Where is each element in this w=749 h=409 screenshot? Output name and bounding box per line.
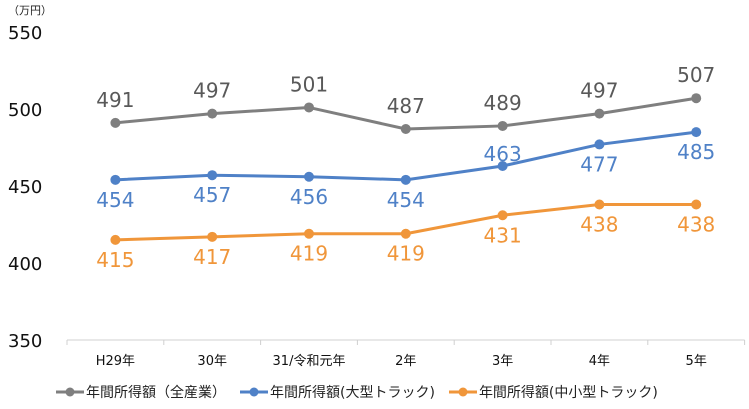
x-tick-label: 5年 [686,354,707,369]
x-tick-label: 3年 [492,354,513,369]
legend-label: 年間所得額(大型トラック) [270,385,435,401]
data-point [594,139,605,150]
y-tick-label: 400 [8,254,42,275]
data-label: 477 [580,152,618,176]
data-point [594,108,605,119]
y-tick-label: 500 [8,100,42,121]
data-label: 419 [290,242,328,266]
data-point [304,228,314,239]
data-point [497,160,508,171]
data-label: 501 [290,72,328,96]
data-label: 438 [677,212,715,236]
x-tick-label: 30年 [197,354,227,369]
y-axis-unit: （万円） [8,4,52,17]
y-tick-label: 550 [8,23,42,44]
data-point [594,199,605,210]
data-point [207,170,218,181]
x-tick-label: 31/令和元年 [273,354,346,369]
data-label: 507 [677,63,715,87]
data-point [304,171,314,182]
data-point [400,174,411,185]
legend-marker-icon [56,387,84,397]
data-label: 463 [484,142,522,166]
x-tick-label: 2年 [395,354,416,369]
data-label: 485 [677,140,715,164]
y-tick-label: 350 [8,331,42,352]
data-point [207,231,218,242]
legend-label: 年間所得額（全産業） [86,385,226,401]
data-label: 497 [193,79,231,103]
x-tick-label: H29年 [96,354,135,369]
data-point [207,108,218,119]
legend-item-small-medium-truck: 年間所得額(中小型トラック) [448,382,658,402]
x-tick-label: 4年 [589,354,610,369]
legend-marker-icon [448,387,477,397]
data-label: 457 [193,183,231,207]
data-point [400,228,411,239]
data-point [304,102,314,113]
data-point [691,93,702,104]
data-label: 454 [387,188,425,212]
y-tick-label: 450 [8,177,42,198]
data-point [497,210,508,221]
data-label: 497 [580,79,618,103]
data-label: 456 [290,185,328,209]
data-label: 438 [580,212,618,236]
data-label: 454 [96,188,134,212]
data-label: 489 [484,91,522,115]
data-point [400,124,411,135]
data-point [110,117,121,128]
data-label: 487 [387,94,425,118]
legend: 年間所得額（全産業） 年間所得額(大型トラック) 年間所得額(中小型トラック) [56,382,658,402]
legend-item-all-industry: 年間所得額（全産業） [56,382,226,402]
data-point [691,199,702,210]
data-point [497,120,508,131]
data-label: 415 [96,248,134,272]
legend-item-large-truck: 年間所得額(大型トラック) [240,382,435,402]
legend-label: 年間所得額(中小型トラック) [478,385,658,401]
data-label: 417 [193,245,231,269]
data-point [110,234,121,245]
legend-marker-icon [240,387,268,397]
data-point [110,174,121,185]
data-label: 491 [96,88,134,112]
data-label: 431 [484,223,522,247]
data-point [691,127,702,138]
data-label: 419 [387,242,425,266]
